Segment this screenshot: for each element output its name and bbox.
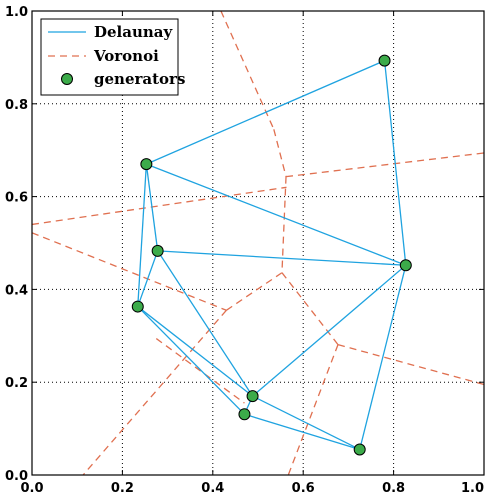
generator-point [131,300,144,313]
x-tick-label: 0.6 [292,481,315,496]
delaunay-edge [146,163,407,266]
voronoi-edge [155,338,245,404]
legend: Delaunay Voronoi generators [40,18,185,96]
y-tick-label: 0.8 [5,98,28,113]
delaunay-edge [137,164,148,307]
delaunay-edge [383,60,407,266]
legend-voronoi-label: Voronoi [93,47,159,65]
plot-frame [31,10,485,476]
x-tick-label: 1.0 [461,481,484,496]
voronoi-edge [281,272,339,346]
voronoi-edge [337,343,484,386]
grid-lines [32,11,484,475]
delaunay-edge [137,250,159,307]
generator-point [353,443,366,456]
voronoi-edge [285,152,484,178]
x-tick-label: 0.0 [20,481,43,496]
x-tick-label: 0.8 [382,481,405,496]
axis-ticks: 0.0 0.2 0.4 0.6 0.8 1.0 0.0 0.2 0.4 0.6 0.8 1.0 [5,5,485,496]
delaunay-edges [137,60,407,451]
voronoi-edge [220,11,275,130]
delaunay-edge [145,164,159,251]
generator-point [246,390,259,403]
voronoi-edge [281,176,287,273]
generator-point [140,158,153,171]
legend-delaunay-label: Delaunay [94,23,173,41]
voronoi-edge [273,129,287,177]
y-tick-label: 0.0 [5,469,28,484]
delaunay-edge [244,413,360,451]
delaunay-edge [252,264,407,397]
generator-point [151,244,164,257]
delaunay-edge [359,265,407,450]
y-tick-label: 0.6 [5,191,28,206]
voronoi-edge [32,186,287,226]
generator-points [131,54,412,456]
generator-point [399,259,412,272]
generator-point [238,408,251,421]
y-tick-label: 0.4 [5,283,28,298]
legend-generators-swatch [61,73,73,85]
delaunay-edge [252,395,360,451]
delaunay-edge [157,250,254,397]
delaunay-edge [137,306,245,415]
delaunay-edge [146,60,385,165]
delaunay-edge [137,306,253,397]
voronoi-edge [32,232,227,311]
y-tick-label: 0.2 [5,376,28,391]
delaunay-edge [157,250,406,266]
plot-content [32,11,484,475]
x-tick-label: 0.2 [111,481,134,496]
x-tick-label: 0.4 [201,481,224,496]
voronoi-edges [32,11,484,475]
voronoi-edge [82,309,227,475]
y-tick-label: 1.0 [5,5,28,20]
generator-point [378,54,391,67]
legend-generators-label: generators [94,70,185,88]
